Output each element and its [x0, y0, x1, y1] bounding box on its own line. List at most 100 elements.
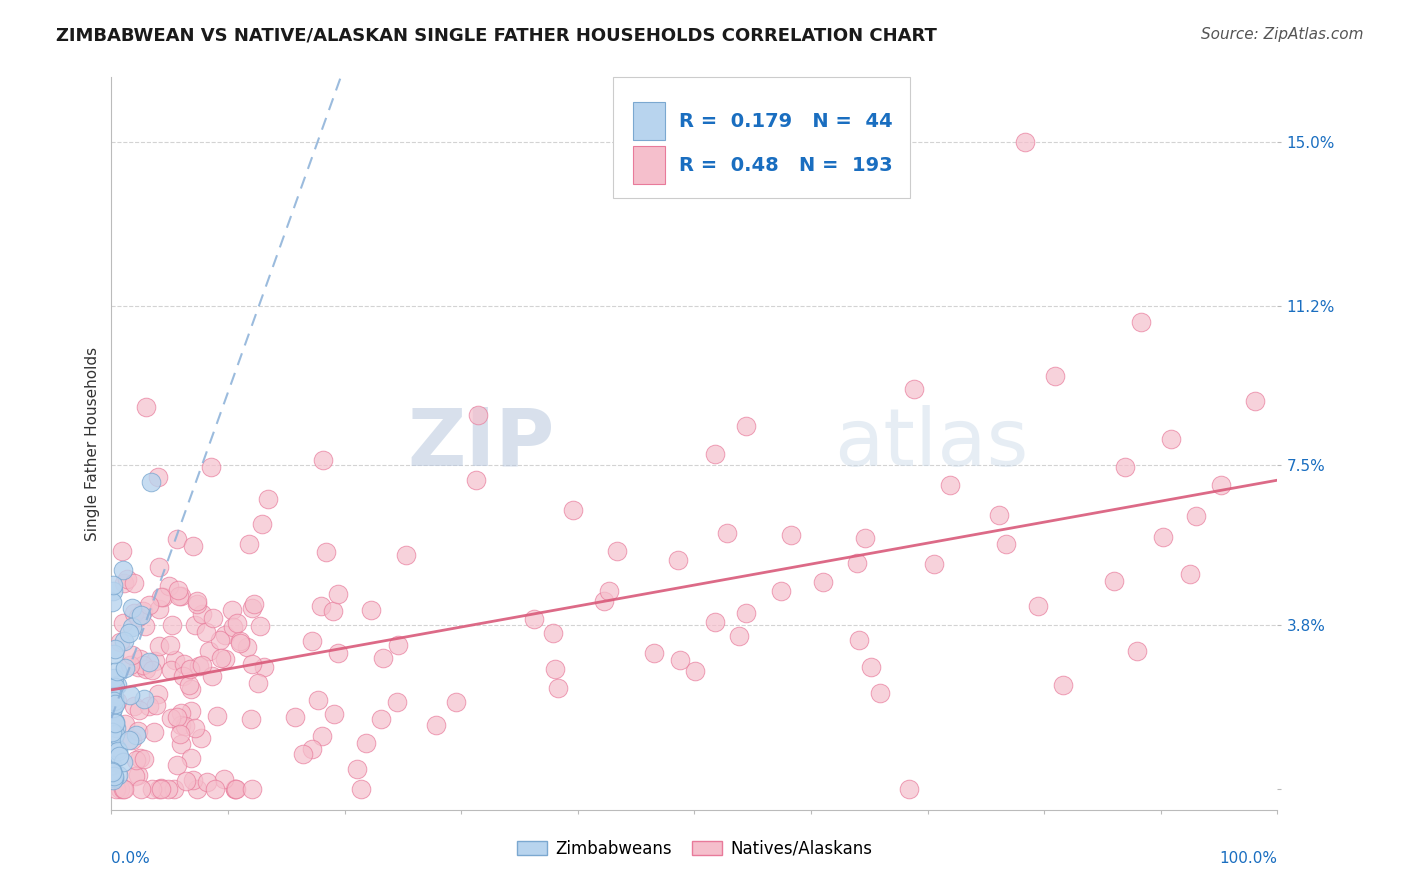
- Point: [224, 781, 246, 796]
- Point: [848, 633, 870, 648]
- Point: [212, 772, 235, 786]
- Point: [184, 721, 207, 735]
- Point: [163, 781, 186, 796]
- Point: [111, 755, 134, 769]
- Point: [1043, 368, 1066, 383]
- Point: [160, 664, 183, 678]
- Point: [112, 634, 135, 648]
- Point: [187, 659, 209, 673]
- Point: [523, 612, 546, 626]
- Point: [221, 603, 243, 617]
- Point: [322, 707, 344, 722]
- Point: [184, 618, 207, 632]
- Point: [103, 694, 125, 708]
- Point: [112, 575, 135, 590]
- Point: [121, 601, 143, 615]
- Point: [728, 629, 751, 643]
- Point: [734, 418, 756, 433]
- Point: [162, 617, 184, 632]
- Point: [326, 587, 349, 601]
- Point: [544, 662, 567, 676]
- Point: [301, 742, 323, 756]
- Point: [111, 563, 134, 577]
- Point: [924, 558, 946, 572]
- Point: [105, 678, 128, 692]
- Point: [214, 651, 236, 665]
- Text: 0.0%: 0.0%: [111, 851, 150, 866]
- Point: [703, 615, 725, 630]
- Point: [311, 729, 333, 743]
- Point: [394, 549, 416, 563]
- Point: [103, 671, 125, 685]
- Point: [309, 599, 332, 613]
- Point: [104, 727, 127, 741]
- Point: [195, 625, 218, 640]
- Point: [606, 543, 628, 558]
- Point: [101, 764, 124, 779]
- Point: [157, 579, 180, 593]
- Point: [669, 653, 692, 667]
- Point: [238, 537, 260, 551]
- Point: [105, 693, 128, 707]
- Point: [104, 697, 127, 711]
- Point: [138, 698, 160, 713]
- Point: [204, 781, 226, 796]
- Point: [181, 539, 204, 553]
- Point: [125, 728, 148, 742]
- Point: [173, 657, 195, 672]
- Point: [425, 718, 447, 732]
- Point: [101, 701, 124, 715]
- Point: [165, 653, 187, 667]
- Point: [225, 781, 247, 796]
- Point: [148, 688, 170, 702]
- Point: [465, 473, 488, 487]
- Point: [115, 572, 138, 586]
- Point: [105, 741, 128, 756]
- Legend: Zimbabweans, Natives/Alaskans: Zimbabweans, Natives/Alaskans: [510, 833, 879, 864]
- Point: [170, 718, 193, 732]
- Point: [122, 576, 145, 591]
- Point: [195, 775, 218, 789]
- Point: [174, 773, 197, 788]
- Point: [315, 544, 337, 558]
- Point: [467, 409, 489, 423]
- Point: [860, 660, 883, 674]
- Point: [1160, 433, 1182, 447]
- Point: [312, 452, 335, 467]
- Point: [180, 704, 202, 718]
- Point: [157, 781, 180, 796]
- Point: [170, 737, 193, 751]
- Point: [103, 768, 125, 782]
- Point: [141, 781, 163, 796]
- Point: [845, 557, 868, 571]
- Point: [190, 657, 212, 672]
- Point: [132, 604, 155, 618]
- Text: ZIMBABWEAN VS NATIVE/ALASKAN SINGLE FATHER HOUSEHOLDS CORRELATION CHART: ZIMBABWEAN VS NATIVE/ALASKAN SINGLE FATH…: [56, 27, 938, 45]
- Point: [1185, 508, 1208, 523]
- Point: [292, 747, 315, 761]
- Point: [903, 382, 925, 396]
- Point: [150, 781, 173, 796]
- Point: [117, 733, 139, 747]
- Point: [121, 620, 143, 634]
- Bar: [633, 103, 665, 140]
- Point: [118, 688, 141, 702]
- Point: [643, 646, 665, 660]
- Point: [128, 703, 150, 717]
- Point: [122, 606, 145, 620]
- Point: [385, 695, 408, 709]
- Point: [103, 647, 125, 661]
- Point: [108, 748, 131, 763]
- Point: [1129, 315, 1152, 329]
- Point: [148, 781, 170, 796]
- Point: [224, 781, 246, 796]
- Point: [170, 590, 193, 604]
- Point: [177, 678, 200, 692]
- Point: [127, 610, 149, 624]
- Point: [240, 712, 263, 726]
- Point: [1244, 394, 1267, 409]
- Point: [322, 604, 344, 618]
- Point: [246, 675, 269, 690]
- Text: 100.0%: 100.0%: [1219, 851, 1278, 866]
- Point: [307, 693, 329, 707]
